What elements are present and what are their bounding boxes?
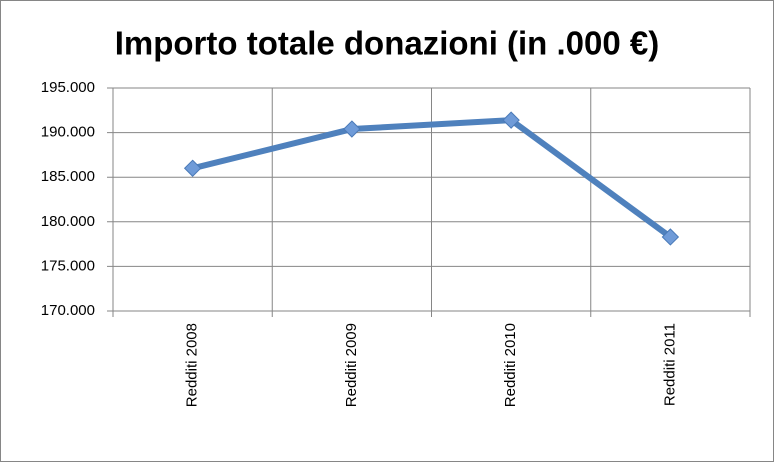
y-tick-label: 175.000 — [41, 257, 95, 274]
y-tick-label: 195.000 — [41, 79, 95, 96]
line — [191, 117, 673, 240]
y-tick-label: 170.000 — [41, 302, 95, 319]
marker — [343, 120, 361, 138]
chart-title: Importo totale donazioni (in .000 €) — [115, 25, 660, 62]
x-tick-label: Redditi 2010 — [502, 323, 519, 407]
y-tick-label: 180.000 — [41, 213, 95, 230]
marker — [661, 228, 680, 246]
x-tick-label: Redditi 2011 — [661, 323, 678, 406]
y-tick-label: 190.000 — [41, 124, 95, 141]
x-tick-label: Redditi 2008 — [184, 323, 201, 407]
x-tick-label: Redditi 2009 — [343, 323, 360, 407]
y-tick-label: 185.000 — [41, 168, 95, 185]
marker — [502, 111, 520, 129]
marker — [183, 159, 202, 177]
